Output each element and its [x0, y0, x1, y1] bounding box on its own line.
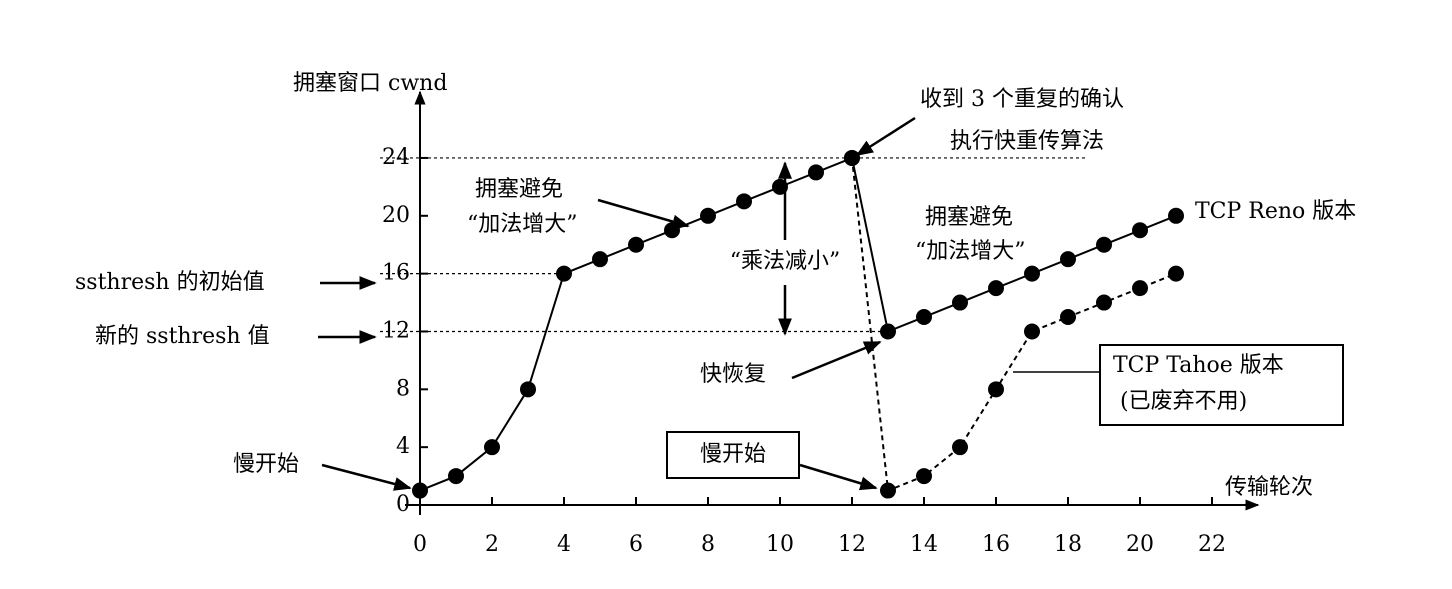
label-box: [1099, 344, 1344, 426]
annotation: ssthresh 的初始值: [75, 270, 265, 295]
x-tick-label: 4: [557, 532, 571, 557]
data-point: [952, 294, 968, 311]
data-point: [808, 164, 824, 181]
data-point: [1096, 294, 1112, 311]
x-axis-label: 传输轮次: [1225, 475, 1313, 500]
x-tick-label: 8: [701, 532, 715, 557]
annotation: 新的 ssthresh 值: [95, 324, 270, 349]
data-point: [628, 236, 644, 253]
data-point: [700, 207, 716, 224]
data-point: [772, 178, 788, 195]
x-tick-label: 12: [838, 532, 866, 557]
data-point: [592, 251, 608, 268]
data-point: [1060, 251, 1076, 268]
y-tick-label: 20: [382, 203, 410, 228]
data-point: [880, 323, 896, 340]
annotation: 慢开始: [700, 442, 766, 467]
data-point: [1024, 323, 1040, 340]
x-tick-label: 10: [766, 532, 794, 557]
series-line: [851, 157, 1177, 492]
data-point: [1132, 280, 1148, 297]
annotation: 执行快重传算法: [950, 129, 1104, 154]
data-point: [448, 468, 464, 485]
data-point: [556, 265, 572, 282]
data-point: [952, 439, 968, 456]
x-tick-label: 0: [413, 532, 427, 557]
annotation: 快恢复: [700, 362, 766, 387]
data-point: [412, 482, 428, 499]
arrow: [597, 198, 690, 229]
arrow: [791, 340, 882, 380]
data-point: [916, 309, 932, 326]
x-tick-label: 22: [1198, 532, 1226, 557]
data-point: [484, 439, 500, 456]
y-tick-label: 0: [396, 492, 410, 517]
annotation: “加法增大”: [915, 239, 1026, 264]
arrow: [855, 116, 916, 157]
data-point: [1132, 222, 1148, 239]
x-tick-label: 14: [910, 532, 938, 557]
data-point: [1024, 265, 1040, 282]
annotation: “加法增大”: [467, 212, 578, 237]
x-tick-label: 16: [982, 532, 1010, 557]
annotation: 慢开始: [233, 452, 299, 477]
series-label: TCP Tahoe 版本: [1113, 353, 1284, 378]
annotation: “乘法减小”: [730, 249, 841, 274]
y-tick-label: 8: [396, 376, 410, 401]
annotation: 拥塞避免: [925, 205, 1013, 230]
x-tick-label: 6: [629, 532, 643, 557]
arrow: [799, 463, 878, 491]
y-tick-label: 4: [396, 434, 410, 459]
data-point: [880, 482, 896, 499]
series-line: [419, 156, 1177, 492]
data-point: [1060, 309, 1076, 326]
series-label: TCP Reno 版本: [1195, 199, 1356, 224]
data-point: [1096, 236, 1112, 253]
x-tick-label: 20: [1126, 532, 1154, 557]
data-point: [1168, 207, 1184, 224]
annotation: 收到 3 个重复的确认: [920, 87, 1124, 112]
data-point: [844, 149, 860, 166]
annotation: 拥塞避免: [475, 177, 563, 202]
data-point: [1168, 265, 1184, 282]
data-point: [736, 193, 752, 210]
data-point: [988, 280, 1004, 297]
annotation: (已废弃不用): [1120, 389, 1247, 414]
data-point: [664, 222, 680, 239]
data-point: [916, 468, 932, 485]
x-tick-label: 18: [1054, 532, 1082, 557]
data-point: [988, 381, 1004, 398]
y-axis-label: 拥塞窗口 cwnd: [293, 71, 447, 96]
x-tick-label: 2: [485, 532, 499, 557]
data-point: [520, 381, 536, 398]
label-box: [666, 431, 800, 479]
arrow: [321, 463, 412, 491]
